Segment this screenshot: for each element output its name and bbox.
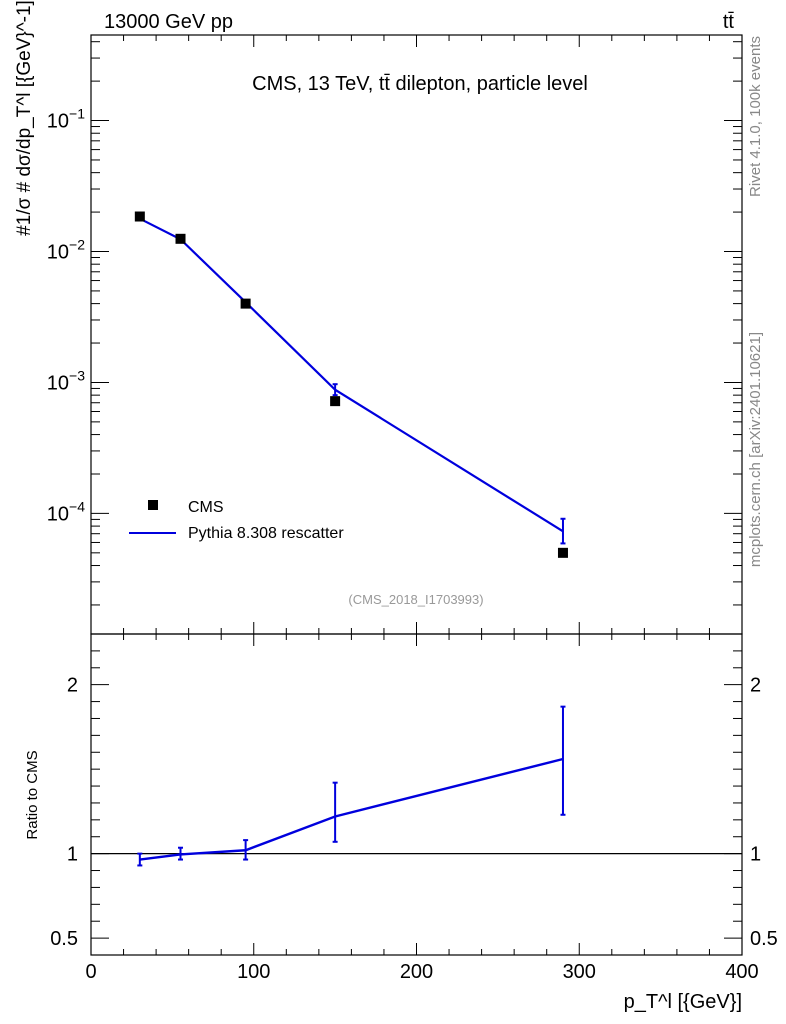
- cms-data-point: [557, 547, 568, 558]
- ratio-y-tick-label-right: 0.5: [750, 928, 778, 950]
- process-label: tt̄: [723, 11, 735, 33]
- x-tick-label: 0: [85, 961, 96, 983]
- beam-label: 13000 GeV pp: [104, 11, 233, 33]
- x-tick-label: 300: [563, 961, 596, 983]
- ratio-y-axis-label: Ratio to CMS: [24, 750, 41, 839]
- x-axis-label: p_T^l [{GeV}]: [624, 991, 742, 1013]
- legend: CMS Pythia 8.308 rescatter: [129, 499, 344, 542]
- ratio-y-tick-label-right: 1: [750, 844, 761, 866]
- main-frame: [90, 34, 743, 635]
- mcplots-label: mcplots.cern.ch [arXiv:2401.10621]: [747, 332, 764, 567]
- cms-data-point: [134, 211, 145, 222]
- ratio-series: [91, 705, 742, 867]
- legend-cms-label: CMS: [188, 499, 224, 516]
- main-panel: 10−1 10−2 10−3 10−4 CMS, 13 TeV, tt̄ dilept…: [14, 0, 743, 635]
- x-tick-label: 200: [400, 961, 433, 983]
- main-y-tick-label: 10−1: [47, 106, 85, 133]
- main-axis-ticks: [90, 35, 743, 634]
- rivet-version-label: Rivet 4.1.0, 100k events: [747, 36, 764, 197]
- legend-cms-marker: [148, 500, 158, 510]
- main-y-tick-labels: 10−1 10−2 10−3 10−4: [47, 106, 85, 526]
- main-y-axis-label-text: #1/σ # dσ/dp_T^l [{GeV}^-1]: [14, 0, 35, 236]
- main-y-tick-label: 10−2: [47, 236, 85, 263]
- legend-mc-label: Pythia 8.308 rescatter: [188, 525, 344, 542]
- x-tick-label: 400: [725, 961, 758, 983]
- main-y-tick-label: 10−3: [47, 367, 85, 394]
- main-y-tick-label: 10−4: [47, 498, 85, 525]
- cms-data-point: [330, 396, 341, 407]
- ratio-y-tick-label-left: 2: [67, 675, 78, 697]
- mc-line: [139, 217, 564, 533]
- chart-title: CMS, 13 TeV, tt̄ dilepton, particle leve…: [252, 73, 588, 95]
- ratio-y-tick-label-left: 1: [67, 844, 78, 866]
- x-tick-label: 100: [237, 961, 270, 983]
- ratio-y-tick-label-left: 0.5: [50, 928, 78, 950]
- ratio-x-tick-labels: 0 100 200 300 400: [85, 961, 758, 983]
- ratio-y-axis-label-text: Ratio to CMS: [24, 750, 41, 839]
- cms-data-point: [175, 233, 186, 244]
- ratio-axis-ticks: [90, 633, 743, 956]
- ratio-y-tick-labels: 0.5 0.5 1 1 2 2: [50, 675, 778, 950]
- ratio-panel: 0.5 0.5 1 1 2 2 0 100 200 300 400 Ratio to CMS p_…: [24, 633, 778, 1013]
- main-series: [134, 211, 568, 558]
- main-y-axis-label: #1/σ # dσ/dp_T^l [{GeV}^-1]: [14, 0, 35, 236]
- ratio-frame: [90, 633, 743, 956]
- ratio-mc-line: [139, 757, 564, 861]
- ratio-y-tick-label-right: 2: [750, 675, 761, 697]
- analysis-id-label: (CMS_2018_I1703993): [348, 592, 483, 607]
- cms-data-point: [240, 298, 251, 309]
